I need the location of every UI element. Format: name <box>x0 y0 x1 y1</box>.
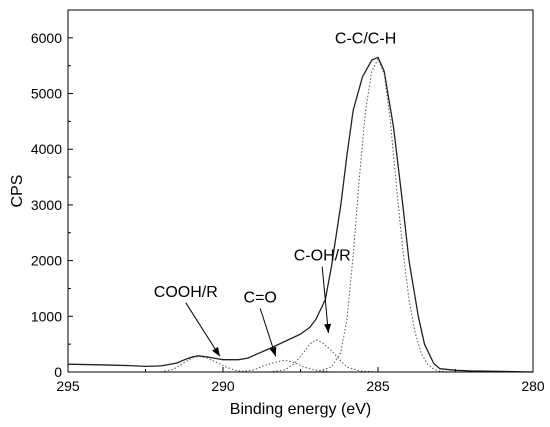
x-axis-title: Binding energy (eV) <box>230 401 371 418</box>
y-tick-label: 2000 <box>31 253 62 269</box>
annotation-arrowhead <box>269 346 277 357</box>
y-tick-label: 6000 <box>31 30 62 46</box>
x-tick-label: 295 <box>56 378 80 394</box>
y-tick-label: 1000 <box>31 308 62 324</box>
x-tick-label: 285 <box>366 378 390 394</box>
x-tick-label: 280 <box>521 378 545 394</box>
y-tick-label: 5000 <box>31 86 62 102</box>
annotations-layer: C-C/C-H C-OH/R C=O COOH/R <box>154 30 396 357</box>
y-tick-label: 3000 <box>31 197 62 213</box>
peak-label: C-C/C-H <box>335 30 396 47</box>
fitted-component-line-3 <box>238 359 332 373</box>
annotation-arrow-line <box>321 266 329 334</box>
measured-envelope-line <box>67 56 534 373</box>
y-axis-title: CPS <box>9 175 26 208</box>
plot-layer <box>67 56 534 373</box>
peak-label: C=O <box>244 289 277 306</box>
plot-frame <box>67 9 534 373</box>
peak-label: C-OH/R <box>294 248 351 265</box>
peak-label: COOH/R <box>154 284 218 301</box>
annotation-arrowhead <box>212 346 220 357</box>
fitted-component-line-4 <box>160 355 248 373</box>
fitted-component-line-2 <box>269 339 379 373</box>
annotation-arrowhead <box>324 323 332 334</box>
y-tick-label: 4000 <box>31 141 62 157</box>
x-tick-label: 290 <box>211 378 235 394</box>
y-tick-label: 0 <box>54 364 62 380</box>
ticks-layer: 0 1000 2000 3000 4000 5000 6000 295 290 285 280 <box>31 30 545 394</box>
annotation-arrow-line <box>185 302 221 357</box>
fitted-component-line-1 <box>315 58 456 373</box>
